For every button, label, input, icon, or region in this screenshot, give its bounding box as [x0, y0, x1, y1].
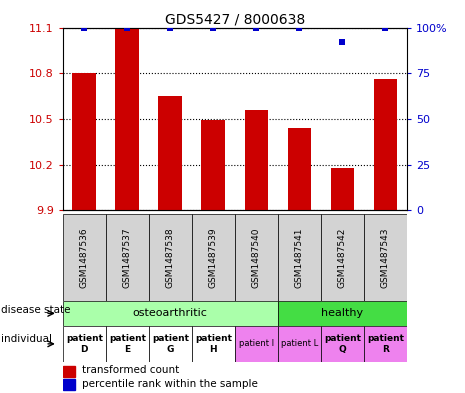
Text: patient
R: patient R — [367, 334, 404, 354]
Text: patient I: patient I — [239, 340, 274, 348]
Bar — [192, 214, 235, 301]
Bar — [192, 326, 235, 362]
Bar — [115, 28, 139, 210]
Text: GSM1487540: GSM1487540 — [252, 227, 261, 288]
Bar — [149, 214, 192, 301]
Text: GSM1487543: GSM1487543 — [381, 227, 390, 288]
Bar — [364, 214, 407, 301]
Bar — [235, 214, 278, 301]
Text: patient
Q: patient Q — [324, 334, 361, 354]
Bar — [63, 326, 106, 362]
Text: patient L: patient L — [281, 340, 318, 348]
Text: GSM1487536: GSM1487536 — [80, 227, 89, 288]
Bar — [149, 326, 192, 362]
Bar — [73, 73, 96, 210]
Bar — [278, 326, 321, 362]
Text: healthy: healthy — [321, 309, 364, 318]
Bar — [235, 326, 278, 362]
Text: disease state: disease state — [1, 305, 71, 314]
Text: GSM1487542: GSM1487542 — [338, 227, 347, 288]
Text: GSM1487539: GSM1487539 — [209, 227, 218, 288]
Bar — [106, 214, 149, 301]
Bar — [364, 326, 407, 362]
Text: transformed count: transformed count — [82, 365, 179, 375]
Text: individual: individual — [1, 334, 52, 343]
Text: percentile rank within the sample: percentile rank within the sample — [82, 379, 258, 389]
Bar — [106, 326, 149, 362]
Bar — [201, 120, 225, 210]
Bar — [287, 128, 311, 210]
Text: patient
G: patient G — [152, 334, 189, 354]
Title: GDS5427 / 8000638: GDS5427 / 8000638 — [165, 12, 305, 26]
Text: patient
E: patient E — [109, 334, 146, 354]
Bar — [63, 380, 75, 391]
Text: patient
D: patient D — [66, 334, 103, 354]
Text: patient
H: patient H — [195, 334, 232, 354]
Bar — [278, 301, 407, 326]
Bar — [63, 214, 106, 301]
Bar — [63, 365, 75, 376]
Bar — [321, 214, 364, 301]
Bar — [278, 214, 321, 301]
Text: GSM1487538: GSM1487538 — [166, 227, 175, 288]
Bar — [331, 168, 354, 210]
Text: GSM1487541: GSM1487541 — [295, 227, 304, 288]
Bar — [245, 110, 268, 210]
Bar — [321, 326, 364, 362]
Text: osteoarthritic: osteoarthritic — [133, 309, 208, 318]
Bar — [373, 79, 397, 210]
Text: GSM1487537: GSM1487537 — [123, 227, 132, 288]
Bar — [63, 301, 278, 326]
Bar — [159, 96, 182, 210]
